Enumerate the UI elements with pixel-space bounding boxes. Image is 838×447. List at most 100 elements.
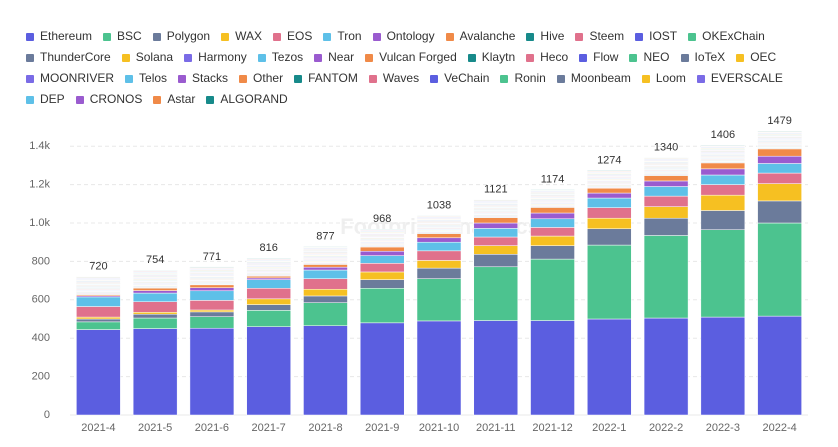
bar-segment <box>76 276 121 278</box>
bar-segment <box>132 292 178 302</box>
legend-item[interactable]: Waves <box>368 68 420 89</box>
legend-item[interactable]: Tezos <box>257 47 303 68</box>
legend-item[interactable]: ALGORAND <box>206 89 288 110</box>
bar-segment <box>643 180 689 187</box>
x-tick-label: 2021-5 <box>138 422 172 434</box>
legend-item[interactable]: BSC <box>103 26 142 47</box>
legend-item[interactable]: Loom <box>641 68 686 89</box>
legend-swatch <box>579 53 588 62</box>
bar-segment <box>132 328 178 416</box>
legend-label: NEO <box>643 50 670 64</box>
legend-item[interactable]: Ethereum <box>26 26 92 47</box>
legend-item[interactable]: Stacks <box>178 68 228 89</box>
y-tick-label: 0 <box>44 409 50 421</box>
y-tick-label: 1.4k <box>29 140 50 152</box>
bar-segment <box>416 278 462 322</box>
legend-swatch <box>629 53 638 62</box>
legend-item[interactable]: Avalanche <box>445 26 515 47</box>
total-label: 816 <box>260 242 278 254</box>
legend-item[interactable]: OEC <box>736 47 776 68</box>
bar-segment <box>587 207 632 219</box>
bar-segment <box>359 271 405 280</box>
bar-segment <box>246 304 291 311</box>
legend: Ethereum BSC Polygon WAX EOS Tron Ontology Aval… <box>26 26 826 110</box>
legend-swatch <box>372 32 381 41</box>
bar-segment <box>473 236 519 246</box>
legend-item[interactable]: DEP <box>26 89 65 110</box>
legend-item[interactable]: Astar <box>153 89 195 110</box>
legend-swatch <box>75 95 84 104</box>
legend-item[interactable]: Ontology <box>372 26 435 47</box>
bar-segment <box>189 311 235 317</box>
bar-segment <box>416 320 462 416</box>
bar-segment <box>416 233 462 239</box>
legend-item[interactable]: Solana <box>121 47 173 68</box>
legend-item[interactable]: ThunderCore <box>26 47 111 68</box>
legend-label: OKExChain <box>702 29 765 43</box>
legend-item[interactable]: VeChain <box>430 68 489 89</box>
bar-segment <box>757 315 802 416</box>
bar-segment <box>303 302 348 326</box>
legend-item[interactable]: Harmony <box>184 47 247 68</box>
legend-swatch <box>500 74 509 83</box>
legend-item[interactable]: Vulcan Forged <box>365 47 457 68</box>
total-label: 968 <box>373 213 391 225</box>
bar-segment <box>303 288 348 297</box>
legend-item[interactable]: NEO <box>629 47 670 68</box>
bar-segment <box>530 235 575 246</box>
legend-label: DEP <box>40 92 65 106</box>
y-tick-label: 600 <box>32 294 50 306</box>
legend-item[interactable]: Flow <box>579 47 618 68</box>
legend-swatch <box>221 32 230 41</box>
legend-swatch <box>688 32 697 41</box>
legend-label: Flow <box>593 50 619 64</box>
total-label: 1340 <box>654 142 678 154</box>
legend-item[interactable]: Tron <box>323 26 362 47</box>
bar-segment <box>416 237 462 243</box>
legend-label: Astar <box>167 92 196 106</box>
legend-item[interactable]: IOST <box>635 26 677 47</box>
bar-segment <box>757 130 802 132</box>
legend-item[interactable]: CRONOS <box>75 89 142 110</box>
legend-item[interactable]: Ronin <box>500 68 546 89</box>
total-label: 754 <box>146 254 164 266</box>
legend-item[interactable]: FANTOM <box>294 68 358 89</box>
legend-item[interactable]: MOONRIVER <box>26 68 114 89</box>
legend-item[interactable]: OKExChain <box>688 26 765 47</box>
y-tick-label: 1.2k <box>29 179 50 191</box>
legend-item[interactable]: WAX <box>221 26 262 47</box>
legend-item[interactable]: Klaytn <box>467 47 515 68</box>
bar-segment <box>643 195 689 207</box>
bar-segment <box>757 148 802 157</box>
legend-item[interactable]: Near <box>314 47 354 68</box>
legend-swatch <box>26 53 34 62</box>
legend-item[interactable]: Telos <box>125 68 167 89</box>
bar-segment <box>700 210 746 230</box>
bar-segment <box>700 316 746 416</box>
legend-item[interactable]: Polygon <box>152 26 210 47</box>
legend-label: Stacks <box>192 71 229 85</box>
bar-segment <box>473 199 519 201</box>
legend-label: Tron <box>337 29 362 43</box>
bar-segment <box>132 287 178 291</box>
bar-segment <box>246 279 291 289</box>
legend-item[interactable]: Moonbeam <box>556 68 631 89</box>
y-tick-label: 800 <box>32 255 50 267</box>
legend-item[interactable]: EOS <box>272 26 312 47</box>
bar-segment <box>359 288 405 324</box>
legend-item[interactable]: EVERSCALE <box>696 68 783 89</box>
legend-swatch <box>239 74 248 83</box>
legend-item[interactable]: Heco <box>526 47 568 68</box>
legend-item[interactable]: Hive <box>526 26 564 47</box>
legend-item[interactable]: IoTeX <box>680 47 725 68</box>
legend-item[interactable]: Other <box>239 68 283 89</box>
total-label: 1479 <box>767 115 791 127</box>
bar-segment <box>530 258 575 321</box>
total-label: 1038 <box>427 200 451 212</box>
legend-label: Near <box>328 50 355 64</box>
bar-segment <box>189 309 235 313</box>
bar-segment <box>700 162 746 170</box>
legend-label: Hive <box>540 29 565 43</box>
legend-label: Waves <box>382 71 420 85</box>
legend-item[interactable]: Steem <box>575 26 624 47</box>
